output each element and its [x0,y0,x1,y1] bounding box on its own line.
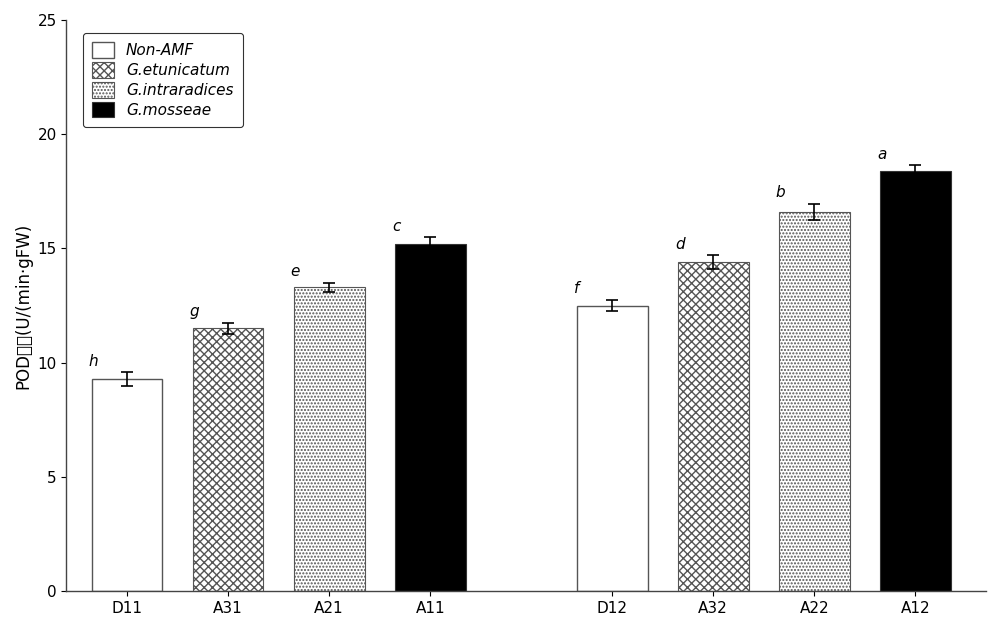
Text: h: h [89,353,98,369]
Bar [577,306,648,592]
Bar [92,379,162,592]
Bar [395,244,466,592]
Y-axis label: POD活性(U/(min·gFW): POD活性(U/(min·gFW) [14,222,32,389]
Text: b: b [776,185,786,200]
Bar [193,328,263,592]
Text: f: f [574,282,579,297]
Text: e: e [291,265,300,279]
Text: d: d [675,237,684,252]
Bar [779,212,850,592]
Bar [294,287,365,592]
Bar [678,262,749,592]
Text: a: a [877,147,886,162]
Text: c: c [392,219,400,234]
Bar [880,171,951,592]
Legend: Non-AMF, G.etunicatum, G.intraradices, G.mosseae: Non-AMF, G.etunicatum, G.intraradices, G… [83,33,243,127]
Text: g: g [190,304,199,319]
